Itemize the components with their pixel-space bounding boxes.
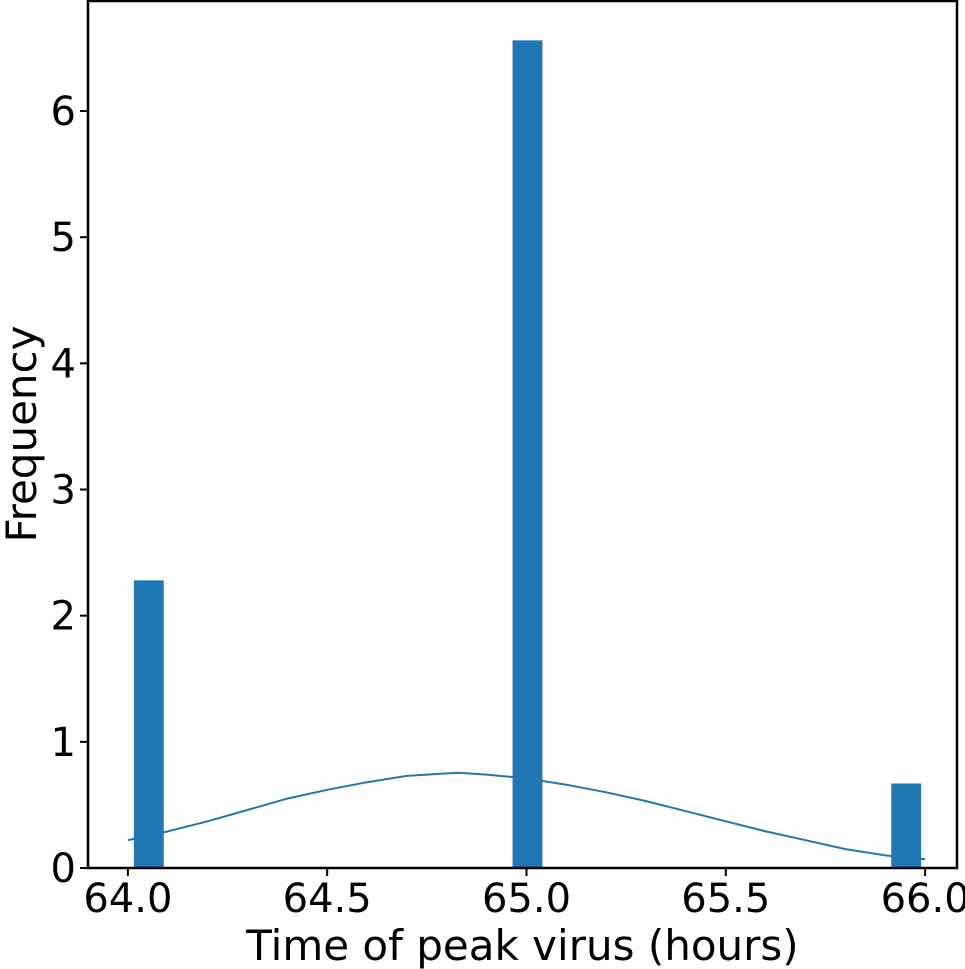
x-tick-label: 65.5 [681, 876, 770, 922]
y-tick-label: 3 [51, 468, 76, 514]
y-tick-label: 5 [51, 215, 76, 261]
y-tick-label: 2 [51, 594, 76, 640]
x-tick-label: 65.0 [482, 876, 571, 922]
y-axis-label: Frequency [0, 326, 46, 543]
histogram-bar-2 [891, 783, 922, 868]
y-tick-label: 4 [51, 341, 76, 387]
x-tick-label: 64.5 [283, 876, 372, 922]
x-tick-label: 64.0 [83, 876, 172, 922]
histogram-bar-0 [133, 580, 164, 868]
histogram-bars [133, 40, 922, 869]
x-axis-ticks: 64.0 64.5 65.0 65.5 66.0 [83, 868, 965, 922]
kde-curve [127, 771, 926, 861]
plot-frame [86, 0, 959, 870]
y-tick-label: 1 [51, 720, 76, 766]
y-tick-label: 0 [51, 846, 76, 892]
x-tick-label: 66.0 [881, 876, 965, 922]
x-axis-label: Time of peak virus (hours) [245, 921, 798, 969]
histogram-bar-1 [512, 40, 543, 869]
y-tick-label: 6 [51, 89, 76, 135]
y-axis-ticks: 0 1 2 3 4 5 6 [51, 89, 88, 892]
